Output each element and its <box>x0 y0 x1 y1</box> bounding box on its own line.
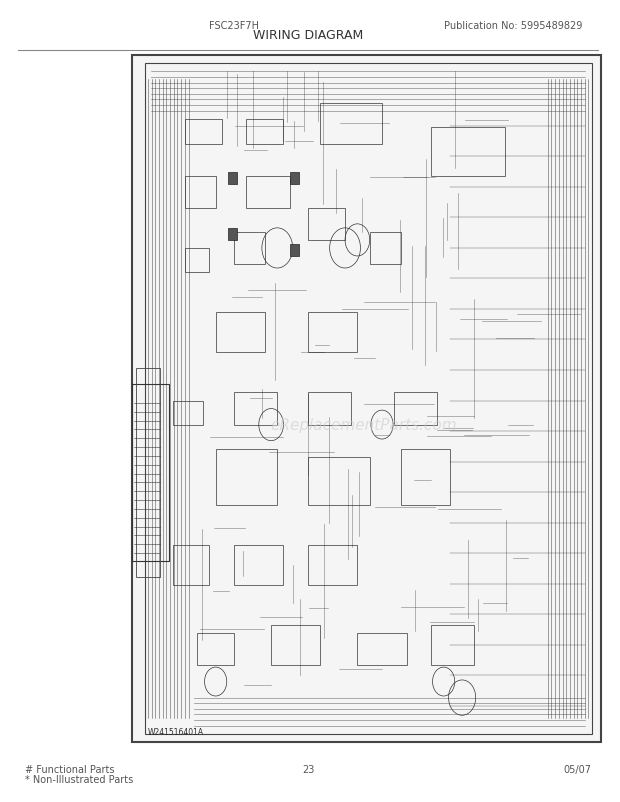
Bar <box>172 545 210 585</box>
Text: WIRING DIAGRAM: WIRING DIAGRAM <box>253 29 363 42</box>
Bar <box>394 393 438 425</box>
Bar <box>234 233 265 265</box>
Text: # Functional Parts: # Functional Parts <box>25 764 114 774</box>
Bar <box>216 449 277 505</box>
Bar <box>172 401 203 425</box>
Text: 05/07: 05/07 <box>564 764 591 774</box>
Bar <box>432 626 474 666</box>
Bar <box>308 393 351 425</box>
Bar <box>185 120 222 144</box>
Text: W241516401A: W241516401A <box>148 727 204 736</box>
Bar <box>197 634 234 666</box>
Text: Publication No: 5995489829: Publication No: 5995489829 <box>444 21 582 30</box>
Bar <box>308 545 357 585</box>
Bar <box>370 233 401 265</box>
Bar <box>357 634 407 666</box>
Bar <box>290 172 299 184</box>
Bar <box>308 313 357 353</box>
Bar <box>185 249 210 273</box>
Bar <box>228 229 237 241</box>
Bar <box>228 172 237 184</box>
Text: * Non-Illustrated Parts: * Non-Illustrated Parts <box>25 775 133 784</box>
Bar <box>185 176 216 209</box>
Text: FSC23F7H: FSC23F7H <box>209 21 259 30</box>
Bar <box>136 369 160 577</box>
Bar <box>308 457 370 505</box>
Bar <box>247 176 290 209</box>
Bar <box>145 64 591 734</box>
Bar <box>271 626 321 666</box>
Bar <box>133 385 169 561</box>
Bar <box>234 545 283 585</box>
Bar <box>247 120 283 144</box>
Text: 23: 23 <box>302 764 314 774</box>
Bar <box>321 104 382 144</box>
Bar <box>234 393 277 425</box>
Bar <box>290 245 299 257</box>
Bar <box>401 449 450 505</box>
Text: eReplacementParts.com: eReplacementParts.com <box>270 418 457 432</box>
Bar <box>216 313 265 353</box>
Bar <box>133 56 601 742</box>
Bar <box>432 128 505 176</box>
Bar <box>308 209 345 241</box>
